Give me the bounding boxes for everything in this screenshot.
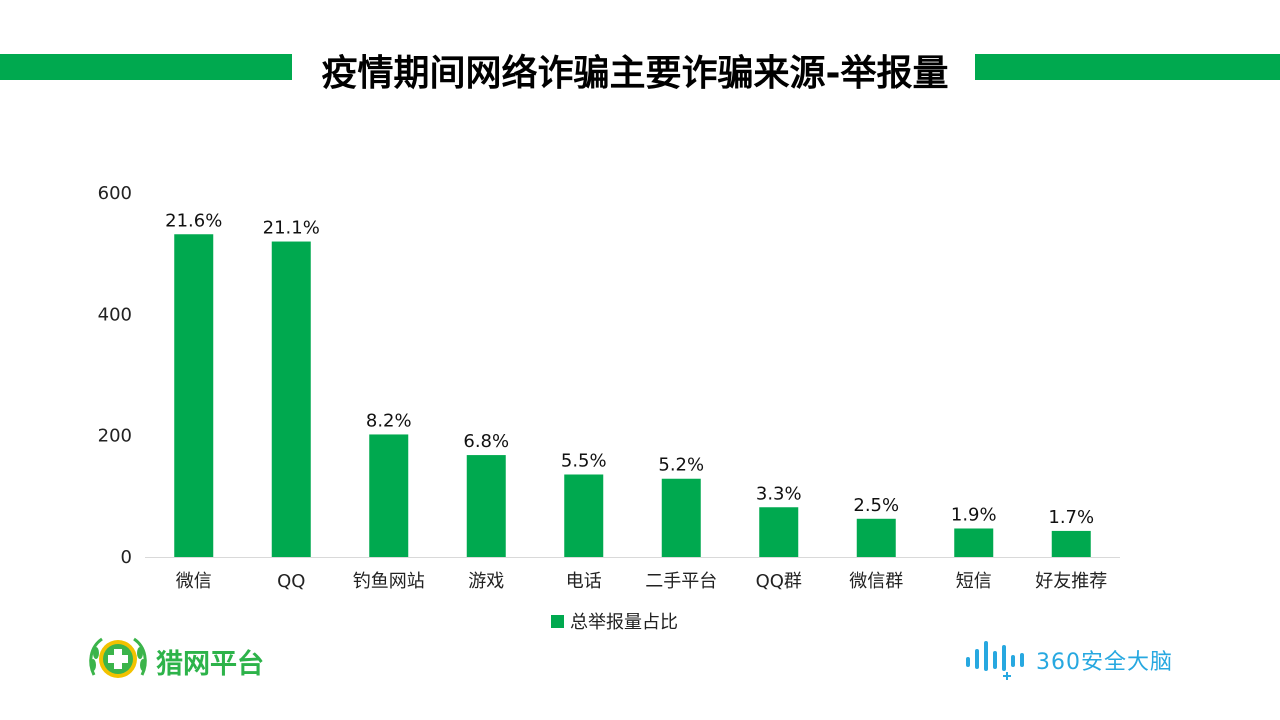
title-decor-bar-right [975,54,1280,80]
x-tick-label: 短信 [956,571,992,592]
x-tick-label: 微信群 [849,571,903,592]
x-tick-label: 微信 [176,571,212,592]
bar [466,455,506,557]
bar [369,434,409,557]
y-tick-label: 600 [98,183,132,204]
data-label: 8.2% [366,410,412,431]
x-tick-label: 钓鱼网站 [353,571,425,592]
lieweng-emblem-icon [89,637,147,678]
legend-swatch [551,614,564,628]
data-label: 5.2% [658,455,704,476]
bar [564,474,604,557]
x-tick-label: 电话 [566,571,602,592]
bar [856,518,896,557]
legend: 总举报量占比 [551,608,678,634]
data-label: 2.5% [853,495,899,516]
bar [954,528,994,557]
lieweng-logo-text: 猎网平台 [156,648,264,680]
data-label: 6.8% [463,431,509,452]
bar [1051,530,1091,557]
y-tick-label: 200 [98,426,132,447]
x-tick-label: 好友推荐 [1035,571,1107,592]
360-brain-logo-text: 360安全大脑 [1036,650,1173,675]
data-label: 21.6% [165,210,222,231]
360-brain-logo: 360安全大脑 [964,637,1173,683]
360-brain-waveform-icon [966,641,1024,680]
x-tick-label: 二手平台 [645,571,717,592]
data-label: 1.7% [1048,507,1094,528]
y-tick-label: 400 [98,304,132,325]
bar [271,241,311,558]
lieweng-logo: 猎网平台 [86,635,264,687]
y-tick-label: 0 [121,547,132,568]
bar [661,478,701,557]
data-label: 1.9% [951,504,997,525]
data-label: 5.5% [561,450,607,471]
bar [174,234,214,557]
x-tick-label: 游戏 [468,571,504,592]
data-label: 21.1% [263,218,320,239]
legend-label: 总举报量占比 [570,612,678,633]
data-label: 3.3% [756,483,802,504]
x-tick-label: QQ [277,571,305,592]
x-tick-label: QQ群 [756,571,802,592]
bar [759,507,799,557]
title-decor-bar-left [0,54,292,80]
page-title: 疫情期间网络诈骗主要诈骗来源-举报量 [321,53,949,94]
